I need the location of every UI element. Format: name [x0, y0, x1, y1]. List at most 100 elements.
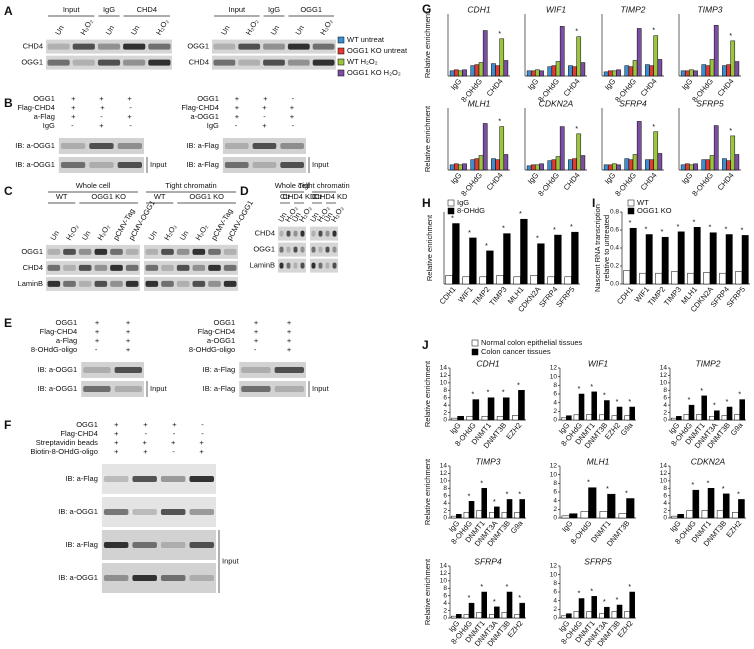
band — [47, 59, 70, 66]
band — [114, 367, 142, 373]
significance: * — [578, 588, 581, 597]
bar — [709, 59, 715, 77]
significance: * — [725, 224, 728, 233]
y-tick-label: 12 — [440, 470, 448, 477]
legend-label: WT untreat — [347, 35, 385, 44]
bar — [655, 272, 663, 285]
band — [263, 43, 285, 50]
bar — [530, 164, 536, 171]
condition-label: OGG1 — [76, 420, 98, 429]
x-tick-label: SFRP5 — [554, 285, 576, 309]
significance: * — [493, 497, 496, 506]
band — [192, 264, 206, 271]
band — [47, 264, 61, 271]
lane-label: H₂O₂ — [329, 204, 345, 223]
chart-title: TIMP2 — [620, 4, 645, 14]
lane-label: H₂O₂ — [154, 17, 170, 36]
bar — [607, 493, 616, 519]
blot — [239, 381, 306, 397]
x-tick-label: G9a — [619, 420, 636, 437]
condition-label: a-OGG1 — [191, 112, 219, 121]
bar — [636, 28, 642, 77]
legend-swatch — [447, 207, 455, 215]
condition-label: Streptavidin beads — [36, 438, 98, 447]
bar — [726, 406, 733, 421]
band — [103, 476, 129, 482]
condition-label: Flag-CHD4 — [17, 103, 55, 112]
bar — [612, 163, 617, 171]
y-tick-label: 8 — [553, 382, 557, 389]
condition-signs: - + - — [71, 121, 132, 130]
condition-signs: + - - - — [114, 429, 204, 438]
group-label: CHD4 KD — [283, 192, 317, 201]
band — [110, 264, 123, 271]
significance: * — [709, 223, 712, 232]
bar — [709, 416, 715, 421]
x-tick-label: G9a — [729, 420, 746, 437]
bar — [677, 231, 685, 285]
band — [189, 575, 214, 581]
bar — [629, 406, 635, 421]
bar — [714, 410, 720, 421]
bar — [481, 416, 489, 421]
lane-label: Un — [104, 24, 117, 37]
bar — [599, 414, 605, 421]
y-tick-label: 10 — [440, 380, 448, 387]
bar — [564, 276, 572, 285]
band — [110, 280, 123, 287]
blot — [46, 244, 140, 259]
y-tick-label: 12 — [550, 463, 558, 470]
y-tick-label: 6 — [443, 394, 447, 401]
band — [94, 280, 108, 287]
band — [117, 162, 142, 168]
bar — [449, 70, 455, 77]
y-tick-label: 12 — [550, 563, 558, 570]
band — [72, 43, 95, 50]
bar — [469, 237, 477, 285]
x-tick-label: CHD4 — [485, 77, 505, 98]
band — [311, 230, 316, 237]
bar — [653, 35, 659, 77]
condition-signs: + + - — [235, 94, 295, 103]
band — [252, 162, 277, 168]
bar — [572, 66, 577, 77]
bar — [571, 231, 579, 285]
bar — [657, 59, 663, 77]
bar — [688, 404, 695, 421]
bar — [568, 159, 573, 171]
significance: * — [652, 26, 655, 35]
significance: * — [726, 397, 729, 406]
condition-signs: + - + — [235, 112, 295, 121]
condition-signs: + + + + — [114, 438, 204, 447]
bar — [458, 70, 463, 77]
x-tick-label: IgG — [560, 519, 575, 534]
bar — [726, 160, 731, 171]
condition-signs: + + — [95, 318, 131, 327]
band — [208, 248, 221, 255]
band — [263, 59, 285, 66]
group-label: WT — [56, 192, 68, 201]
bar — [462, 276, 470, 285]
band — [279, 230, 284, 237]
bar — [451, 417, 458, 421]
bar — [680, 164, 686, 171]
bar — [591, 391, 597, 421]
y-tick-label: 6 — [443, 492, 447, 499]
chart-title: SFRP5 — [696, 98, 724, 108]
lane-label: Un — [276, 211, 289, 224]
blot — [278, 258, 306, 273]
bar — [456, 514, 462, 519]
y-tick-label: 10 — [550, 471, 558, 478]
y-tick-label: 4 — [553, 497, 557, 504]
bar — [741, 235, 749, 285]
y-tick-label: 2 — [443, 409, 447, 416]
legend-label: OGG1 KO — [637, 206, 672, 215]
panel-letter: D — [240, 184, 249, 198]
bar — [576, 36, 582, 77]
bar — [462, 163, 467, 171]
lane-label: Un — [129, 24, 142, 37]
fraction-label: Tight chromatin — [165, 181, 216, 190]
lane-label: Un — [146, 229, 159, 242]
bar — [468, 501, 475, 519]
band — [208, 280, 221, 287]
